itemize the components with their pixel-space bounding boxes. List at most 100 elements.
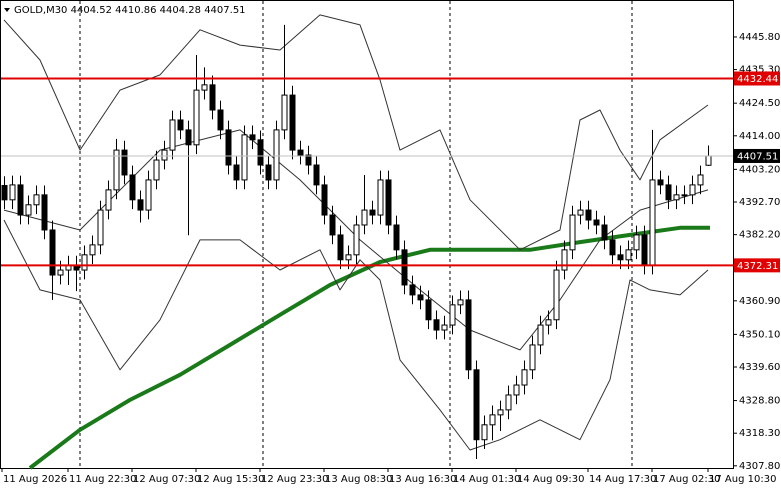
candle-body <box>553 269 560 321</box>
candle-body <box>441 324 448 331</box>
candle-body <box>393 224 400 251</box>
x-tick-label: 12 Aug 15:30 <box>197 474 264 485</box>
y-tick-label: 4328.80 <box>739 396 780 407</box>
candle-body <box>145 179 152 211</box>
marks <box>1 14 733 470</box>
candle-body <box>489 414 496 426</box>
y-tick-label: 4445.80 <box>739 32 780 43</box>
y-tick-label: 4339.60 <box>739 362 780 373</box>
candle-body <box>665 184 672 201</box>
chart-title: GOLD,M30 4404.52 4410.86 4404.28 4407.51 <box>14 5 246 16</box>
candle-body <box>417 294 424 301</box>
candle-body <box>481 424 488 441</box>
candle-body <box>673 194 680 201</box>
candle-body <box>265 164 272 181</box>
candle-body <box>17 184 24 216</box>
candle-body <box>129 174 136 201</box>
candle-body <box>25 204 32 216</box>
candle-body <box>433 319 440 331</box>
x-tick-label: 13 Aug 16:30 <box>389 474 456 485</box>
candle-body <box>201 84 208 91</box>
candle-body <box>569 214 576 251</box>
candle-body <box>505 394 512 411</box>
candle-body <box>689 184 696 196</box>
candle-body <box>281 94 288 131</box>
candle-body <box>57 269 64 276</box>
candle-body <box>337 234 344 261</box>
y-tick-label: 4350.10 <box>739 329 780 340</box>
candle-body <box>49 229 56 276</box>
x-tick-label: 12 Aug 23:30 <box>261 474 328 485</box>
candle-body <box>401 249 408 286</box>
candle-body <box>41 194 48 231</box>
candle-body <box>97 209 104 246</box>
candle-body <box>513 384 520 396</box>
menu-arrow[interactable] <box>4 8 10 12</box>
candle-body <box>465 299 472 371</box>
candle-body <box>497 409 504 416</box>
candle-body <box>225 129 232 166</box>
candle-body <box>161 149 168 161</box>
candle-body <box>81 254 88 271</box>
candle-body <box>449 304 456 326</box>
candle-body <box>473 369 480 441</box>
candle-body <box>305 154 312 166</box>
price-level-tag <box>734 258 780 273</box>
x-tick-label: 11 Aug 2026 <box>3 474 67 485</box>
candle-body <box>601 224 608 241</box>
candle-body <box>345 254 352 261</box>
x-tick-label: 17 Aug 10:30 <box>709 474 776 485</box>
candle-body <box>545 319 552 326</box>
candle-body <box>233 164 240 181</box>
candle-body <box>369 209 376 216</box>
candle-body <box>193 89 200 146</box>
candle-body <box>585 209 592 221</box>
candle-body <box>249 134 256 141</box>
candle-body <box>353 224 360 256</box>
last-price-tag <box>734 148 780 163</box>
candle-body <box>209 84 216 111</box>
candle-body <box>113 149 120 191</box>
candle-body <box>321 184 328 216</box>
price-level-label: 4372.31 <box>737 261 778 272</box>
candle-body <box>409 284 416 296</box>
y-tick-label: 4435.30 <box>739 65 780 76</box>
candle-body <box>177 119 184 131</box>
candle-body <box>385 179 392 226</box>
candle-body <box>657 179 664 186</box>
candle-body <box>137 199 144 211</box>
candle-body <box>577 209 584 216</box>
y-tick-label: 4392.70 <box>739 197 780 208</box>
candle-body <box>521 369 528 386</box>
candle-body <box>361 209 368 226</box>
candle-body <box>217 109 224 131</box>
candle-body <box>633 234 640 251</box>
y-tick-label: 4424.50 <box>739 98 780 109</box>
candle-body <box>33 194 40 206</box>
last-price-label: 4407.51 <box>737 151 778 162</box>
candle-body <box>241 134 248 181</box>
y-tick-label: 4318.30 <box>739 428 780 439</box>
candle-body <box>105 189 112 211</box>
candle-body <box>1 185 8 201</box>
candle-body <box>641 234 648 266</box>
band-line <box>3 219 709 451</box>
candle-body <box>153 159 160 181</box>
x-tick-label: 12 Aug 07:30 <box>133 474 200 485</box>
band-line <box>3 14 709 251</box>
y-tick-label: 4307.80 <box>739 461 780 472</box>
x-tick-label: 14 Aug 09:30 <box>517 474 584 485</box>
candle-body <box>425 299 432 321</box>
candle-body <box>705 155 712 166</box>
x-tick-label: 11 Aug 22:30 <box>69 474 136 485</box>
candle-body <box>289 94 296 151</box>
x-tick-label: 14 Aug 01:30 <box>453 474 520 485</box>
candle-body <box>185 129 192 146</box>
y-tick-label: 4382.20 <box>739 230 780 241</box>
x-tick-label: 14 Aug 17:30 <box>589 474 656 485</box>
price-level-tag <box>734 71 780 86</box>
x-tick-label: 17 Aug 02:30 <box>653 474 720 485</box>
candle-body <box>329 214 336 236</box>
candle-body <box>649 179 656 266</box>
